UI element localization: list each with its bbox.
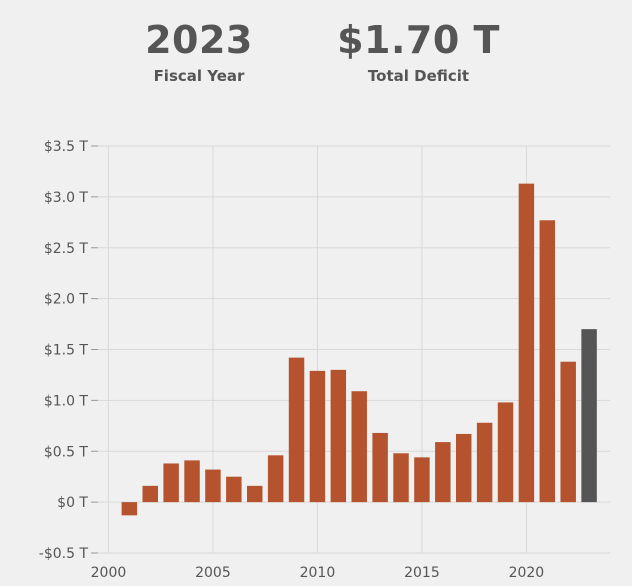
bar-2002[interactable]	[142, 485, 158, 503]
bar-2007[interactable]	[247, 485, 263, 503]
y-tick-label: $3.5 T	[44, 139, 89, 155]
bar-2014[interactable]	[393, 453, 409, 503]
y-tick-label: $3.0 T	[44, 190, 89, 206]
bar-2005[interactable]	[205, 469, 221, 503]
y-tick-label: $1.5 T	[44, 343, 89, 359]
y-axis: -$0.5 T $0 T $0.5 T $1.0 T $1.5 T $2.0 T $2.5 …	[39, 139, 98, 562]
bar-2019[interactable]	[497, 402, 514, 503]
x-axis: 2000 2005 2010 2015 2020	[91, 565, 545, 581]
bar-2008[interactable]	[267, 455, 284, 503]
bar-2017[interactable]	[455, 433, 472, 503]
bar-2018[interactable]	[476, 422, 493, 503]
total-deficit-stat: $1.70 T Total Deficit	[331, 14, 506, 85]
bar-2021[interactable]	[539, 220, 556, 503]
y-tick-label: $0.5 T	[44, 444, 89, 460]
x-tick-label: 2020	[509, 565, 545, 581]
bar-2009[interactable]	[288, 357, 305, 503]
bar-2012[interactable]	[351, 391, 367, 503]
x-tick-label: 2000	[91, 565, 127, 581]
x-tick-label: 2015	[404, 565, 440, 581]
bar-2022[interactable]	[560, 361, 576, 503]
y-tick-label: $2.0 T	[44, 292, 89, 308]
bar-2020[interactable]	[518, 183, 535, 503]
fiscal-year-label: Fiscal Year	[153, 67, 245, 85]
bar-2011[interactable]	[330, 369, 347, 503]
bar-2001[interactable]	[121, 502, 138, 516]
bar-2006[interactable]	[226, 476, 242, 503]
total-deficit-value: $1.70 T	[337, 18, 500, 62]
bar-2016[interactable]	[435, 442, 451, 503]
bar-2010[interactable]	[309, 370, 326, 503]
y-tick-label: $1.0 T	[44, 393, 89, 409]
y-tick-label: -$0.5 T	[39, 546, 89, 562]
bars	[121, 183, 597, 516]
x-tick-label: 2010	[300, 565, 336, 581]
bar-2013[interactable]	[372, 432, 388, 503]
x-tick-label: 2005	[195, 565, 231, 581]
bar-2003[interactable]	[163, 463, 179, 503]
total-deficit-label: Total Deficit	[367, 67, 470, 85]
bar-2004[interactable]	[184, 460, 200, 503]
bar-2015[interactable]	[414, 457, 430, 503]
y-tick-label: $0 T	[57, 495, 88, 511]
y-tick-label: $2.5 T	[44, 241, 89, 257]
bar-2023[interactable]	[581, 329, 597, 503]
fiscal-year-value: 2023	[145, 18, 253, 62]
fiscal-year-stat: 2023 Fiscal Year	[139, 14, 259, 85]
